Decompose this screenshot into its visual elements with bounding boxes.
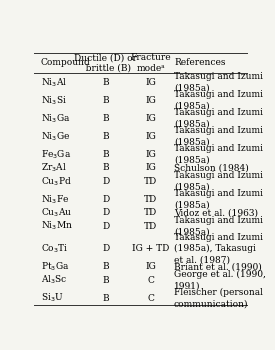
Text: Ni$_3$Ga: Ni$_3$Ga: [41, 112, 70, 125]
Text: Ni$_3$Si: Ni$_3$Si: [41, 94, 67, 107]
Text: Briant et al. (1990): Briant et al. (1990): [174, 262, 262, 271]
Text: Ni$_3$Mn: Ni$_3$Mn: [41, 220, 73, 232]
Text: IG + TD: IG + TD: [132, 244, 169, 253]
Text: Takasugi and Izumi
(1985a): Takasugi and Izumi (1985a): [174, 216, 263, 236]
Text: Takasugi and Izumi
(1985a): Takasugi and Izumi (1985a): [174, 126, 263, 146]
Text: IG: IG: [145, 132, 156, 141]
Text: D: D: [102, 244, 109, 253]
Text: B: B: [103, 96, 109, 105]
Text: Takasugi and Izumi
(1985a): Takasugi and Izumi (1985a): [174, 144, 263, 164]
Text: Takasugi and Izumi
(1985a): Takasugi and Izumi (1985a): [174, 189, 263, 209]
Text: B: B: [103, 132, 109, 141]
Text: Pt$_3$Ga: Pt$_3$Ga: [41, 260, 69, 273]
Text: B: B: [103, 150, 109, 159]
Text: IG: IG: [145, 114, 156, 123]
Text: B: B: [103, 262, 109, 271]
Text: C: C: [147, 276, 154, 285]
Text: IG: IG: [145, 96, 156, 105]
Text: Ductile (D) or
  brittle (B): Ductile (D) or brittle (B): [74, 53, 137, 72]
Text: Co$_3$Ti: Co$_3$Ti: [41, 243, 68, 255]
Text: Ni$_3$Fe: Ni$_3$Fe: [41, 193, 69, 205]
Text: D: D: [102, 177, 109, 186]
Text: B: B: [103, 294, 109, 303]
Text: D: D: [102, 208, 109, 217]
Text: Ni$_3$Al: Ni$_3$Al: [41, 76, 67, 89]
Text: IG: IG: [145, 78, 156, 87]
Text: Schulson (1984): Schulson (1984): [174, 163, 249, 172]
Text: IG: IG: [145, 150, 156, 159]
Text: Si$_3$U: Si$_3$U: [41, 292, 63, 304]
Text: Cu$_3$Au: Cu$_3$Au: [41, 206, 72, 219]
Text: Cu$_3$Pd: Cu$_3$Pd: [41, 175, 72, 188]
Text: B: B: [103, 276, 109, 285]
Text: B: B: [103, 114, 109, 123]
Text: Fracture
modeᵃ: Fracture modeᵃ: [130, 53, 171, 72]
Text: George et al. (1990,
1991): George et al. (1990, 1991): [174, 270, 266, 290]
Text: References: References: [174, 58, 225, 68]
Text: IG: IG: [145, 163, 156, 172]
Text: Fleischer (personal
communication): Fleischer (personal communication): [174, 288, 263, 308]
Text: B: B: [103, 163, 109, 172]
Text: Takasugi and Izumi
(1985a), Takasugi
et al. (1987): Takasugi and Izumi (1985a), Takasugi et …: [174, 233, 263, 264]
Text: TD: TD: [144, 222, 157, 231]
Text: Takasugi and Izumi
(1985a): Takasugi and Izumi (1985a): [174, 171, 263, 191]
Text: TD: TD: [144, 195, 157, 204]
Text: Zr$_3$Al: Zr$_3$Al: [41, 162, 67, 174]
Text: Vidoz et al. (1963): Vidoz et al. (1963): [174, 208, 258, 217]
Text: Takasugi and Izumi
(1985a): Takasugi and Izumi (1985a): [174, 108, 263, 128]
Text: Ni$_3$Ge: Ni$_3$Ge: [41, 130, 70, 142]
Text: TD: TD: [144, 177, 157, 186]
Text: D: D: [102, 195, 109, 204]
Text: C: C: [147, 294, 154, 303]
Text: Takasugi and Izumi
(1985a): Takasugi and Izumi (1985a): [174, 90, 263, 111]
Text: Al$_3$Sc: Al$_3$Sc: [41, 274, 67, 286]
Text: B: B: [103, 78, 109, 87]
Text: TD: TD: [144, 208, 157, 217]
Text: Takasugi and Izumi
(1985a): Takasugi and Izumi (1985a): [174, 72, 263, 92]
Text: D: D: [102, 222, 109, 231]
Text: Compound: Compound: [41, 58, 90, 68]
Text: IG: IG: [145, 262, 156, 271]
Text: Fe$_3$Ga: Fe$_3$Ga: [41, 148, 71, 161]
